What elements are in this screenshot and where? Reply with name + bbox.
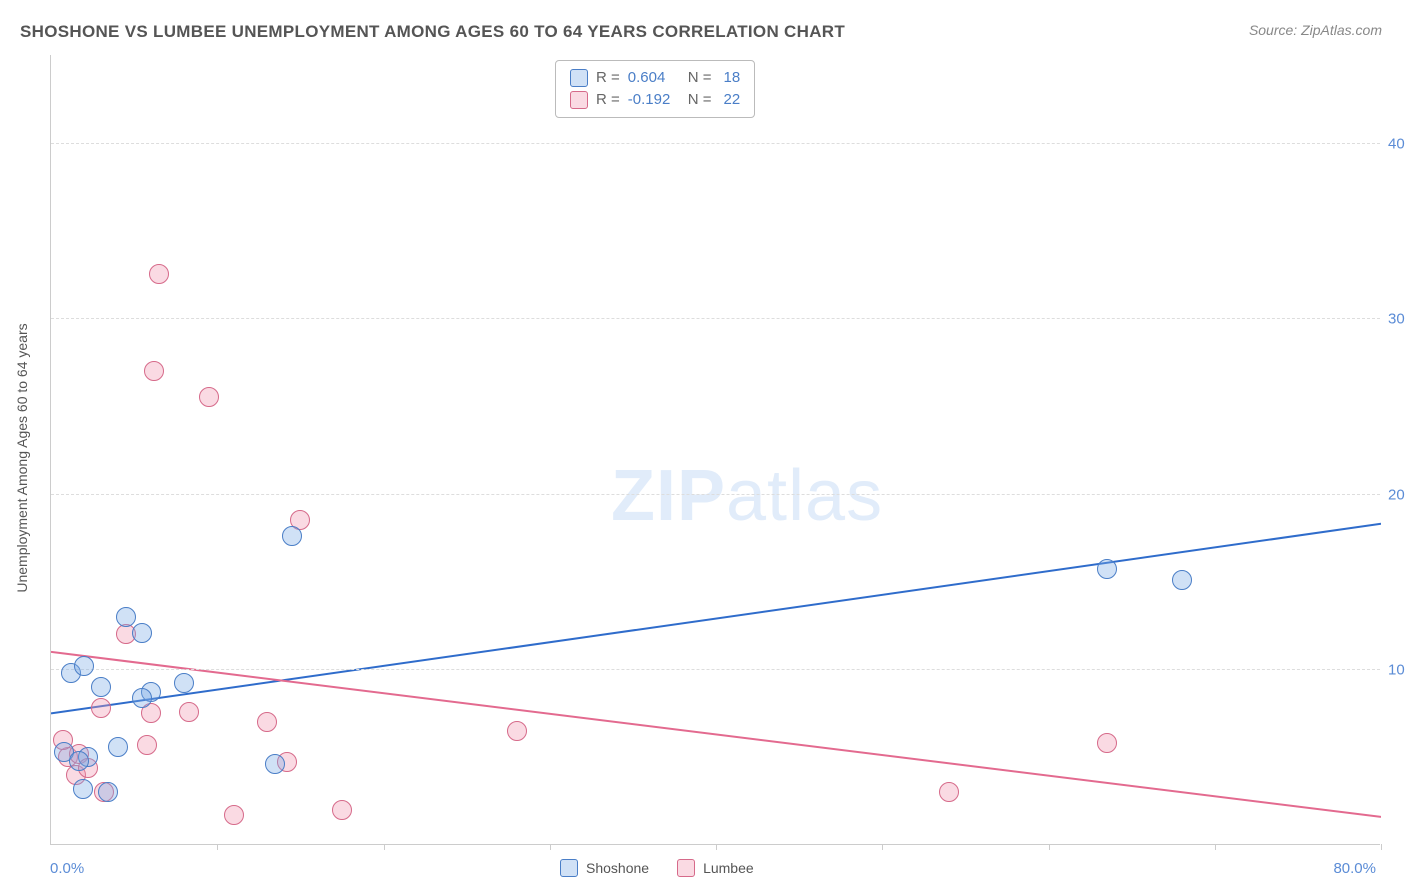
data-point xyxy=(257,712,277,732)
gridline: 30.0% xyxy=(51,318,1380,319)
x-tick xyxy=(550,844,551,850)
y-tick-label: 30.0% xyxy=(1384,311,1406,328)
gridline: 40.0% xyxy=(51,143,1380,144)
y-axis-label: Unemployment Among Ages 60 to 64 years xyxy=(14,323,30,592)
data-point xyxy=(98,782,118,802)
x-tick xyxy=(882,844,883,850)
x-tick xyxy=(384,844,385,850)
data-point xyxy=(179,702,199,722)
plot-area: ZIPatlas 10.0% 20.0% 30.0% 40.0% xyxy=(50,55,1380,845)
data-point xyxy=(1172,570,1192,590)
data-point xyxy=(69,751,89,771)
trendlines xyxy=(51,55,1381,845)
data-point xyxy=(1097,733,1117,753)
chart-title: SHOSHONE VS LUMBEE UNEMPLOYMENT AMONG AG… xyxy=(20,22,845,42)
x-tick xyxy=(1049,844,1050,850)
data-point xyxy=(1097,559,1117,579)
data-point xyxy=(144,361,164,381)
y-tick-label: 40.0% xyxy=(1384,135,1406,152)
data-point xyxy=(74,656,94,676)
data-point xyxy=(116,607,136,627)
data-point xyxy=(91,698,111,718)
swatch-shoshone xyxy=(570,69,588,87)
x-axis-min-label: 0.0% xyxy=(50,860,84,877)
data-point xyxy=(174,673,194,693)
x-axis-max-label: 80.0% xyxy=(1333,860,1376,877)
data-point xyxy=(132,688,152,708)
swatch-lumbee xyxy=(570,91,588,109)
gridline: 10.0% xyxy=(51,669,1380,670)
data-point xyxy=(224,805,244,825)
data-point xyxy=(507,721,527,741)
stats-row-lumbee: R = -0.192 N = 22 xyxy=(570,89,740,111)
correlation-chart: SHOSHONE VS LUMBEE UNEMPLOYMENT AMONG AG… xyxy=(0,0,1406,892)
swatch-shoshone-legend xyxy=(560,859,578,877)
legend: Shoshone Lumbee xyxy=(560,859,754,877)
data-point xyxy=(137,735,157,755)
data-point xyxy=(91,677,111,697)
data-point xyxy=(73,779,93,799)
legend-item-lumbee: Lumbee xyxy=(677,859,754,877)
data-point xyxy=(939,782,959,802)
data-point xyxy=(332,800,352,820)
gridline: 20.0% xyxy=(51,494,1380,495)
watermark: ZIPatlas xyxy=(611,455,883,537)
stats-box: R = 0.604 N = 18 R = -0.192 N = 22 xyxy=(555,60,755,118)
x-tick xyxy=(1381,844,1382,850)
y-tick-label: 10.0% xyxy=(1384,662,1406,679)
y-tick-label: 20.0% xyxy=(1384,486,1406,503)
data-point xyxy=(108,737,128,757)
legend-item-shoshone: Shoshone xyxy=(560,859,649,877)
data-point xyxy=(132,623,152,643)
data-point xyxy=(149,264,169,284)
data-point xyxy=(265,754,285,774)
x-tick xyxy=(217,844,218,850)
stats-row-shoshone: R = 0.604 N = 18 xyxy=(570,67,740,89)
swatch-lumbee-legend xyxy=(677,859,695,877)
source-label: Source: ZipAtlas.com xyxy=(1249,22,1382,38)
x-tick xyxy=(1215,844,1216,850)
data-point xyxy=(199,387,219,407)
x-tick xyxy=(716,844,717,850)
data-point xyxy=(282,526,302,546)
